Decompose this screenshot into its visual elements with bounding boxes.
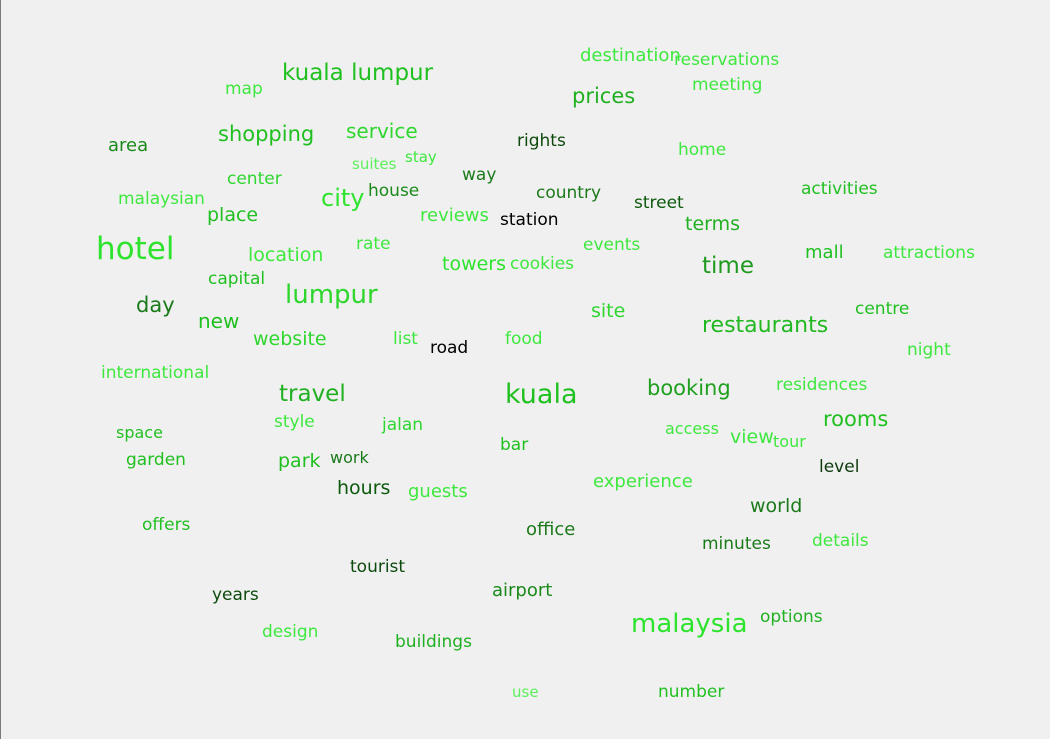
word-experience: experience [593, 471, 693, 492]
word-years: years [212, 585, 259, 605]
word-reservations: reservations [674, 50, 780, 70]
word-tour: tour [773, 432, 806, 451]
word-website: website [253, 328, 327, 350]
word-airport: airport [492, 580, 553, 601]
word-country: country [536, 183, 602, 203]
word-details: details [812, 531, 869, 551]
word-access: access [665, 419, 719, 438]
word-place: place [207, 204, 259, 226]
word-attractions: attractions [883, 243, 975, 263]
word-office: office [526, 519, 576, 540]
word-rights: rights [517, 131, 566, 151]
word-cookies: cookies [510, 254, 575, 274]
word-terms: terms [685, 213, 741, 235]
word-jalan: jalan [382, 415, 424, 435]
word-number: number [658, 682, 725, 702]
word-bar: bar [500, 435, 529, 455]
word-station: station [500, 210, 559, 230]
word-lumpur: lumpur [285, 280, 378, 310]
word-mall: mall [805, 242, 844, 263]
word-design: design [262, 622, 319, 642]
word-day: day [136, 293, 175, 317]
word-options: options [760, 607, 823, 627]
word-house: house [368, 181, 420, 201]
word-site: site [591, 300, 626, 322]
word-meeting: meeting [692, 75, 763, 95]
word-towers: towers [442, 253, 507, 275]
word-night: night [907, 340, 951, 360]
word-center: center [227, 169, 282, 189]
word-events: events [583, 235, 641, 255]
word-level: level [819, 457, 860, 477]
word-kuala: kuala [505, 379, 578, 410]
word-work: work [330, 448, 369, 467]
word-time: time [702, 253, 754, 279]
word-road: road [430, 338, 469, 358]
word-street: street [634, 193, 684, 213]
word-park: park [278, 450, 321, 472]
word-suites: suites [352, 155, 397, 173]
word-use: use [512, 683, 539, 701]
word-home: home [678, 140, 727, 160]
word-activities: activities [801, 179, 878, 199]
word-offers: offers [142, 515, 191, 535]
word-way: way [462, 165, 497, 185]
word-buildings: buildings [395, 632, 472, 652]
word-prices: prices [572, 84, 636, 108]
word-residences: residences [776, 375, 868, 395]
word-shopping: shopping [218, 122, 315, 146]
word-capital: capital [208, 269, 266, 289]
word-map: map [225, 79, 263, 99]
word-food: food [505, 329, 543, 349]
word-service: service [346, 119, 418, 143]
word-world: world [750, 495, 803, 517]
word-guests: guests [408, 481, 468, 502]
word-garden: garden [126, 450, 186, 470]
word-style: style [274, 412, 315, 432]
word-hours: hours [337, 477, 391, 499]
word-kuala-lumpur: kuala lumpur [282, 60, 434, 86]
word-view: view [730, 426, 774, 448]
word-restaurants: restaurants [702, 313, 829, 338]
word-rate: rate [356, 234, 391, 254]
word-minutes: minutes [702, 534, 771, 554]
word-rooms: rooms [823, 407, 889, 431]
word-area: area [108, 135, 149, 156]
word-destination: destination [580, 45, 681, 66]
word-malaysia: malaysia [631, 609, 748, 639]
word-city: city [321, 184, 365, 212]
word-travel: travel [279, 381, 346, 407]
word-malaysian: malaysian [118, 189, 205, 209]
word-international: international [101, 363, 210, 383]
word-centre: centre [855, 299, 910, 319]
word-hotel: hotel [96, 231, 175, 267]
word-booking: booking [647, 376, 731, 400]
word-location: location [248, 244, 324, 266]
word-list: list [393, 329, 418, 349]
word-new: new [198, 309, 240, 333]
word-tourist: tourist [350, 557, 406, 577]
word-reviews: reviews [420, 205, 489, 226]
word-stay: stay [405, 148, 437, 166]
word-space: space [116, 423, 163, 442]
